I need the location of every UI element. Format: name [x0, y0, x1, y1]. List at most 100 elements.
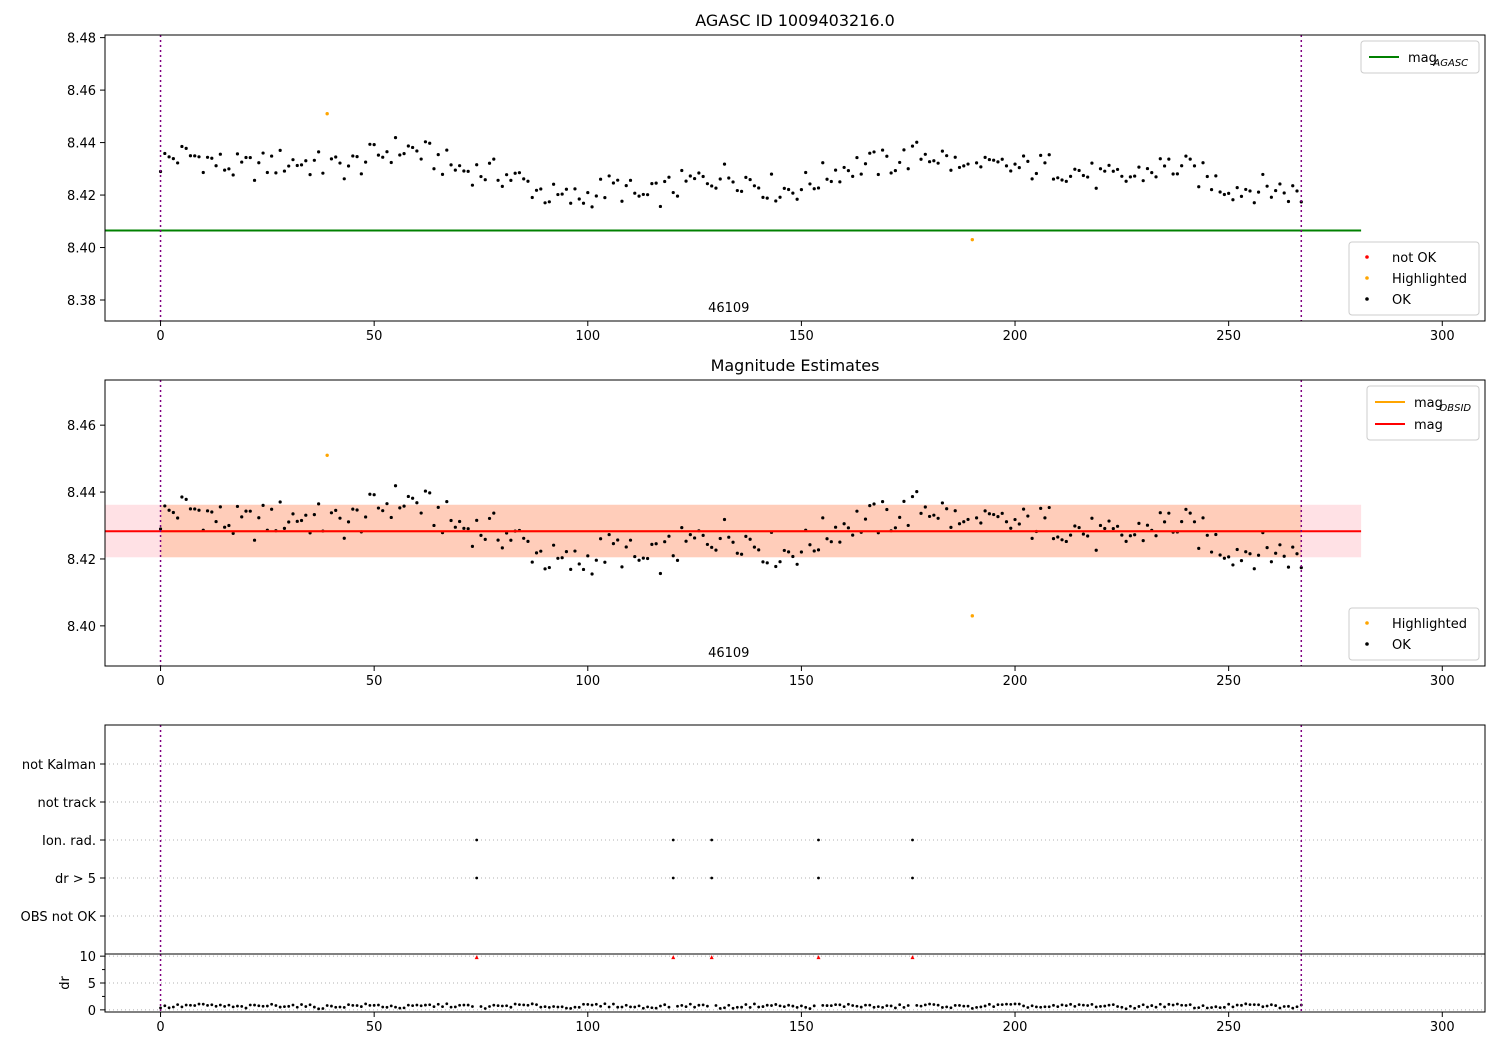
ok-point — [1231, 198, 1235, 202]
ok-point — [885, 507, 889, 512]
ok-point — [927, 160, 932, 164]
ok-point — [599, 177, 603, 181]
ok-point — [979, 521, 983, 525]
ok-point — [757, 548, 761, 552]
ok-point — [483, 178, 487, 182]
dr-point — [543, 1005, 547, 1008]
dr-point — [295, 1005, 299, 1009]
dr-point — [424, 1003, 427, 1007]
ok-point — [355, 155, 359, 159]
dr-point — [633, 1005, 637, 1009]
ok-point — [714, 186, 718, 190]
dr-point — [693, 1005, 696, 1009]
ok-point — [1162, 520, 1167, 524]
dr-point — [594, 1002, 598, 1006]
ok-point — [560, 192, 564, 196]
ok-point — [231, 173, 235, 177]
ok-point — [633, 191, 637, 195]
dr-clipped-marker — [671, 955, 676, 960]
ok-point — [966, 162, 970, 166]
ok-point — [650, 182, 654, 186]
dr-point — [723, 1006, 726, 1010]
ok-point — [449, 518, 453, 523]
ok-point — [210, 156, 214, 160]
dr-point — [236, 1004, 239, 1008]
dr-point — [868, 1003, 872, 1007]
ok-point — [342, 177, 346, 181]
ok-point — [940, 501, 944, 505]
ok-point — [774, 564, 778, 569]
ok-point — [1150, 171, 1154, 175]
dr-point — [428, 1003, 432, 1007]
dr-point — [1081, 1003, 1085, 1007]
ok-point — [295, 519, 299, 523]
dr-point — [317, 1007, 321, 1011]
dr-point — [1060, 1003, 1064, 1007]
dr-point — [684, 1005, 688, 1009]
ok-point — [1081, 532, 1085, 536]
dr-point — [206, 1003, 209, 1007]
ok-point — [270, 154, 274, 158]
ok-point — [496, 538, 500, 542]
ok-point — [197, 508, 201, 512]
dr-point — [342, 1005, 346, 1009]
ok-point — [432, 523, 436, 528]
dr-point — [1291, 1006, 1295, 1010]
legend-line-subscript: AGASC — [1432, 58, 1468, 69]
ok-point — [607, 532, 611, 537]
ok-point — [1214, 174, 1218, 178]
legend-markers: Highlighted OK — [1348, 607, 1480, 661]
ok-point — [569, 567, 573, 571]
ok-point — [718, 536, 722, 541]
ok-point — [505, 173, 509, 177]
dr-point — [1146, 1005, 1149, 1009]
ok-point — [252, 538, 257, 542]
dr-point — [641, 1006, 645, 1010]
dr-point — [287, 1004, 291, 1008]
dr-point — [496, 1004, 500, 1007]
dr-point — [500, 1004, 504, 1008]
ok-point — [722, 517, 727, 522]
dr-point — [381, 1005, 385, 1009]
panel-2-axes — [104, 379, 1486, 667]
ok-point — [1098, 523, 1103, 528]
dr-point — [184, 1003, 188, 1007]
ok-point — [765, 561, 769, 565]
dr-point — [842, 1005, 846, 1009]
x-tick-label: 0 — [156, 329, 164, 344]
ok-point — [603, 196, 607, 200]
dr-point — [599, 1004, 603, 1008]
ok-point — [500, 184, 504, 188]
ok-point — [1000, 511, 1004, 515]
ok-point — [180, 144, 184, 149]
ok-point — [641, 192, 645, 197]
dr-point — [330, 1004, 333, 1008]
ok-point — [419, 511, 423, 515]
dr-point — [1163, 1005, 1166, 1009]
ok-point — [1000, 157, 1004, 161]
ok-point — [312, 158, 316, 162]
ok-point — [786, 550, 791, 554]
y-tick-label: 8.46 — [67, 84, 96, 99]
dr-point — [300, 1003, 303, 1006]
dr-point — [735, 1005, 739, 1009]
x-tick-label: 250 — [1216, 674, 1241, 689]
dr-point — [1047, 1005, 1051, 1009]
ok-point — [1004, 164, 1009, 168]
ok-point — [509, 178, 513, 182]
ok-point — [436, 153, 440, 157]
dr-point — [1282, 1005, 1286, 1008]
dr-point — [748, 1005, 752, 1009]
ok-point — [193, 507, 197, 511]
dr-point — [505, 1004, 509, 1008]
ok-point — [1175, 172, 1179, 176]
ok-point — [530, 560, 534, 564]
ok-point — [201, 170, 205, 175]
ok-point — [833, 168, 838, 172]
ok-point — [791, 554, 795, 559]
dr-point — [812, 1004, 816, 1008]
panel-1-axes — [104, 34, 1486, 322]
dr-point — [201, 1002, 205, 1006]
x-tick-label: 100 — [575, 1020, 600, 1035]
ok-point — [428, 141, 432, 145]
